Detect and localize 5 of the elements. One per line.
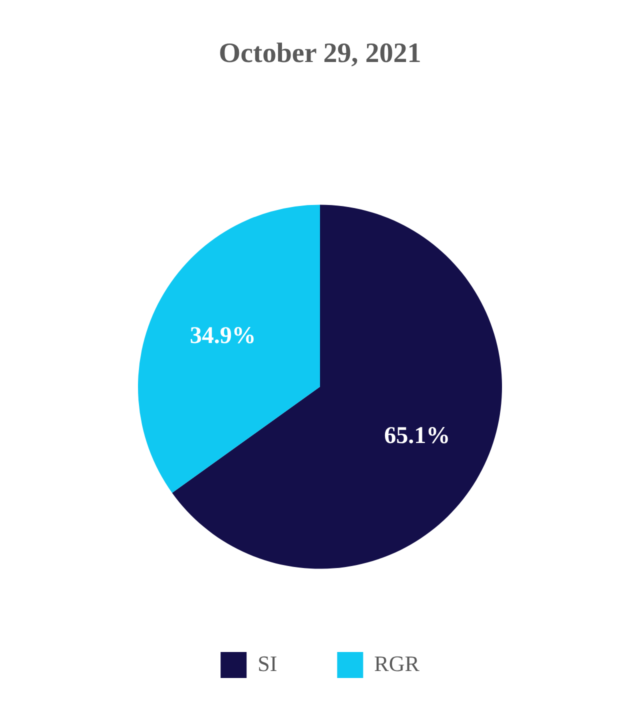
data-label: 65.1% [384,422,450,449]
legend-label: SI [258,650,278,676]
legend-label: RGR [374,650,420,676]
data-label: 34.9% [190,323,256,350]
chart-title: October 29, 2021 [218,38,422,70]
